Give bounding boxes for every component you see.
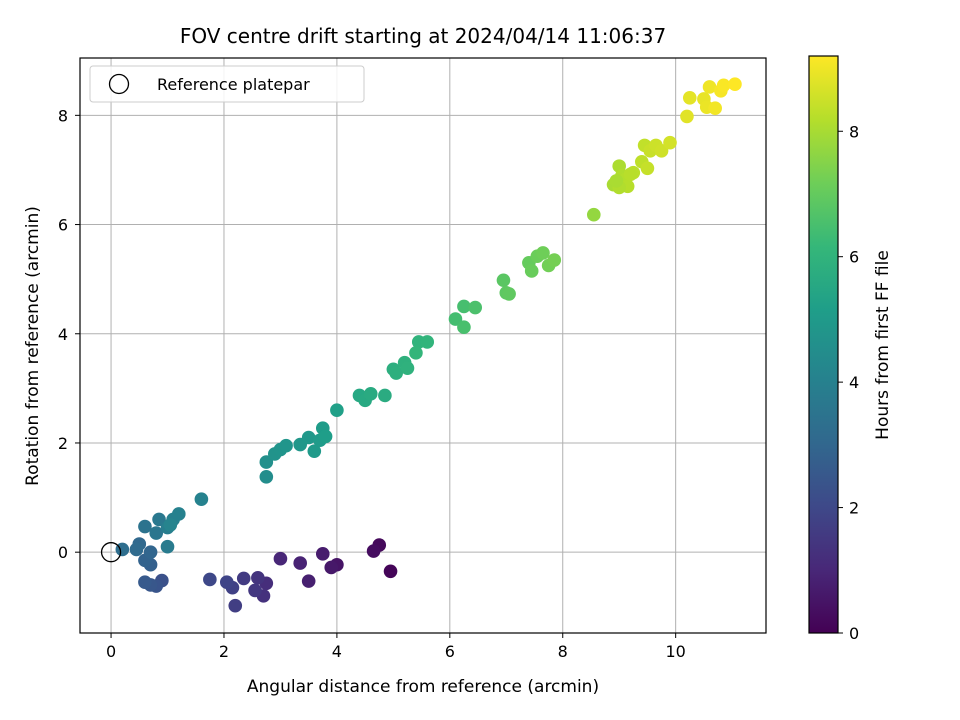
data-point xyxy=(609,174,624,188)
data-point xyxy=(663,135,677,150)
data-point xyxy=(324,560,339,575)
data-point xyxy=(383,564,398,579)
y-tick-label: 6 xyxy=(58,216,68,235)
data-point xyxy=(194,492,209,507)
y-tick-label: 8 xyxy=(58,106,68,125)
colorbar xyxy=(808,55,839,634)
data-point xyxy=(138,519,152,534)
data-point xyxy=(248,583,262,598)
data-point xyxy=(409,346,423,360)
data-point xyxy=(708,101,722,116)
data-point xyxy=(315,547,330,561)
data-point xyxy=(318,429,333,444)
data-point xyxy=(236,571,251,586)
data-point xyxy=(524,264,539,278)
colorbar-tick-label: 0 xyxy=(849,624,859,643)
legend-box xyxy=(89,65,365,103)
y-axis-label: Rotation from reference (arcmin) xyxy=(23,206,43,486)
data-point xyxy=(219,575,234,590)
colorbar-tick-label: 6 xyxy=(849,248,859,267)
data-point xyxy=(129,542,144,557)
data-point xyxy=(149,526,164,540)
data-point xyxy=(293,556,307,570)
x-tick-label: 2 xyxy=(219,642,229,661)
data-point xyxy=(152,512,166,527)
x-tick-label: 10 xyxy=(665,642,685,661)
x-axis-ticks: 0 2 4 6 8 10 xyxy=(106,633,686,661)
x-tick-label: 4 xyxy=(332,642,342,661)
plot-frame xyxy=(79,57,767,634)
data-point xyxy=(502,287,516,301)
legend: Reference platepar xyxy=(89,65,365,103)
data-point xyxy=(301,430,316,445)
data-point xyxy=(716,78,731,93)
colorbar-ticks: 0 2 4 6 8 xyxy=(838,122,859,643)
data-point xyxy=(623,167,638,182)
data-point xyxy=(307,444,322,458)
data-point xyxy=(203,572,217,587)
x-axis-label: Angular distance from reference (arcmin) xyxy=(247,677,599,697)
data-point xyxy=(496,273,511,288)
data-point xyxy=(682,91,697,105)
data-point xyxy=(273,551,288,566)
x-tick-label: 0 xyxy=(106,642,116,661)
colorbar-tick-label: 8 xyxy=(849,122,859,141)
data-point xyxy=(728,77,742,92)
data-point xyxy=(259,455,274,469)
y-tick-label: 0 xyxy=(58,543,68,562)
data-point xyxy=(420,335,435,349)
data-points xyxy=(115,77,742,613)
data-point xyxy=(363,387,378,401)
data-point xyxy=(389,366,403,380)
data-point xyxy=(163,518,178,532)
data-point xyxy=(279,438,293,453)
data-point xyxy=(330,403,344,418)
data-point xyxy=(259,470,274,484)
colorbar-tick-label: 2 xyxy=(849,499,859,518)
y-tick-label: 4 xyxy=(58,325,68,344)
data-point xyxy=(457,299,471,314)
chart-title: FOV centre drift starting at 2024/04/14 … xyxy=(180,24,666,48)
data-point xyxy=(457,320,471,335)
data-point xyxy=(640,161,655,176)
data-point xyxy=(468,300,483,315)
reference-marker xyxy=(100,542,122,563)
legend-label: Reference platepar xyxy=(157,75,310,94)
data-point xyxy=(143,545,158,559)
data-point xyxy=(228,598,243,613)
data-point xyxy=(654,144,669,158)
data-point xyxy=(251,571,265,585)
data-point xyxy=(680,109,694,124)
colorbar-label: Hours from first FF file xyxy=(873,250,893,440)
data-point xyxy=(366,544,381,558)
y-tick-label: 2 xyxy=(58,434,68,453)
data-point xyxy=(301,574,316,588)
grid-lines xyxy=(80,58,766,633)
data-point xyxy=(138,575,152,590)
data-point xyxy=(400,361,415,375)
data-point xyxy=(547,253,562,267)
data-point xyxy=(536,246,550,260)
data-point xyxy=(378,388,392,403)
data-point xyxy=(172,507,186,521)
y-axis-ticks: 0 2 4 6 8 xyxy=(58,106,80,562)
x-tick-label: 6 xyxy=(445,642,455,661)
data-point xyxy=(448,312,463,326)
legend-marker xyxy=(108,73,130,95)
x-tick-label: 8 xyxy=(558,642,568,661)
data-point xyxy=(702,80,717,94)
colorbar-tick-label: 4 xyxy=(849,373,859,392)
data-point xyxy=(160,539,175,554)
data-point xyxy=(586,207,601,222)
